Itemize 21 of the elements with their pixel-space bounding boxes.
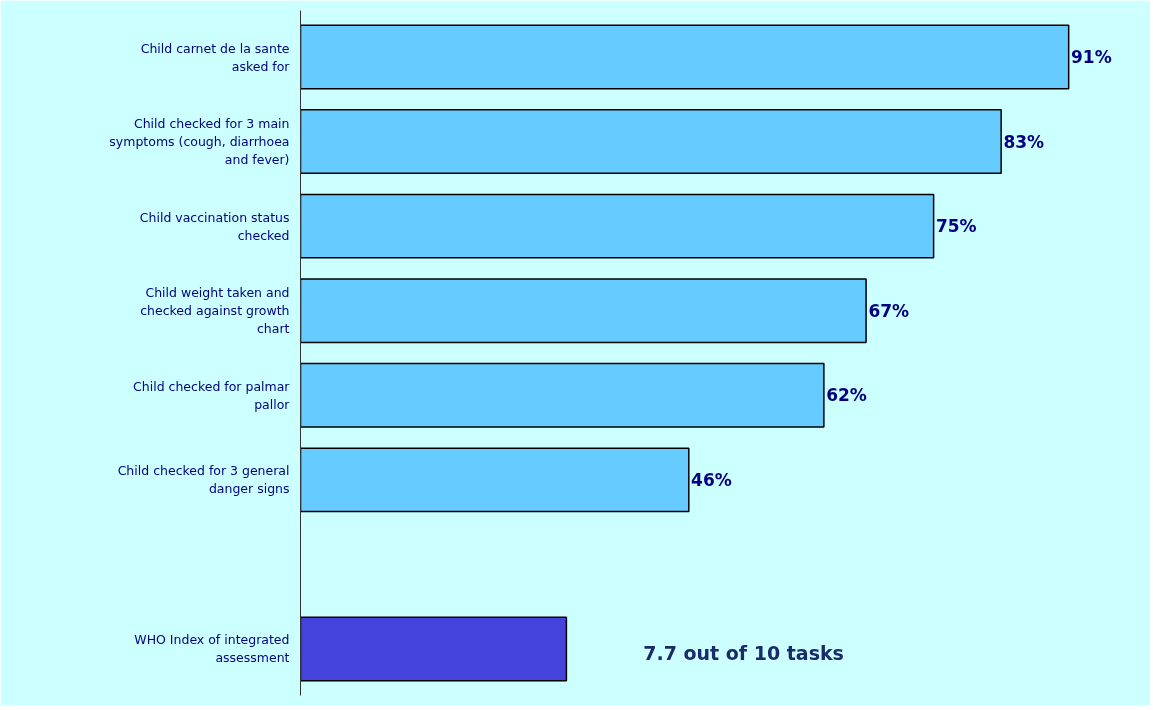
bar	[300, 447, 690, 513]
data-label: 67%	[868, 300, 910, 321]
data-label: 83%	[1003, 131, 1045, 152]
y-tick-label: Child checked for 3 general danger signs	[117, 463, 290, 497]
y-tick-label: Child vaccination status checked	[139, 209, 290, 243]
y-tick-label: Child checked for 3 main symptoms (cough, diarrhoea and fever)	[109, 116, 290, 168]
bar	[300, 278, 867, 344]
y-tick-label: Child checked for palmar pallor	[133, 378, 291, 412]
y-tick-label: WHO Index of integrated assessment	[134, 632, 290, 666]
y-tick-label: Child weight taken and checked against growth chart	[140, 285, 290, 337]
data-label: 62%	[826, 385, 867, 406]
bar	[300, 109, 1002, 175]
data-label: 91%	[1070, 47, 1112, 68]
bar	[300, 362, 825, 428]
bar	[300, 193, 935, 259]
data-label: 46%	[691, 469, 732, 490]
data-label: 75%	[935, 216, 977, 237]
bar	[300, 24, 1070, 90]
bar	[300, 616, 568, 682]
y-tick-label: Child carnet de la sante asked for	[140, 40, 291, 74]
annotation: 7.7 out of 10 tasks	[643, 642, 844, 665]
